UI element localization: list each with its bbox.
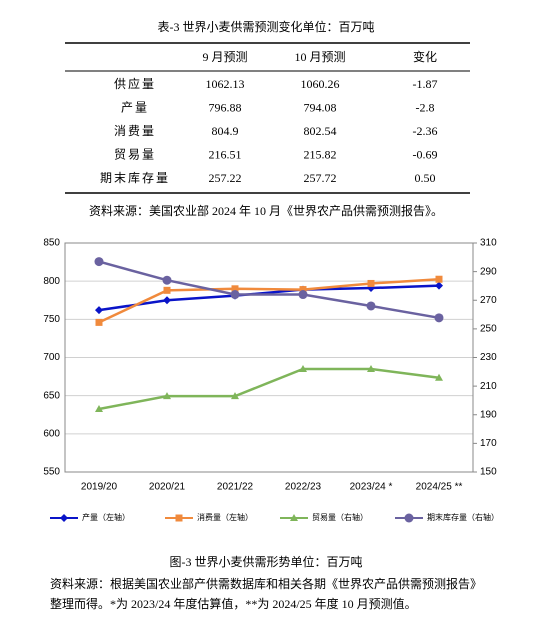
marker xyxy=(94,257,104,267)
marker xyxy=(434,313,444,323)
table-cell: 贸易量 xyxy=(114,147,156,161)
table-cell: -2.8 xyxy=(416,100,435,114)
table-cell: -2.36 xyxy=(413,124,438,138)
table-cell: 产量 xyxy=(121,100,149,114)
y-tick-label: 700 xyxy=(43,352,60,363)
marker xyxy=(95,405,103,413)
marker xyxy=(95,318,103,326)
marker xyxy=(404,513,414,523)
note: 资料来源：根据美国农业部产供需数据库和相关各期《世界农产品供需预测报告》 xyxy=(50,576,482,591)
marker xyxy=(175,514,183,522)
x-tick-label: 2023/24 * xyxy=(350,482,393,493)
y2-tick-label: 250 xyxy=(480,324,497,335)
y2-tick-label: 150 xyxy=(480,467,497,478)
marker xyxy=(435,281,443,290)
marker xyxy=(95,306,103,315)
table-cell: 0.50 xyxy=(415,171,436,185)
series-line xyxy=(98,277,440,324)
marker xyxy=(162,275,172,285)
marker xyxy=(367,279,375,287)
marker xyxy=(367,364,375,372)
x-tick-label: 2019/20 xyxy=(81,482,118,493)
x-tick-label: 2020/21 xyxy=(149,482,186,493)
table-cell: -1.87 xyxy=(413,77,438,91)
marker xyxy=(290,514,298,521)
y2-tick-label: 230 xyxy=(480,352,497,363)
legend-label: 消费量（左轴） xyxy=(197,512,253,522)
y-tick-label: 600 xyxy=(43,428,60,439)
table-cell: 期末库存量 xyxy=(100,170,170,185)
table-header: 变化 xyxy=(413,49,437,64)
y2-tick-label: 190 xyxy=(480,409,497,420)
figure-caption: 图-3 世界小麦供需形势单位：百万吨 xyxy=(170,554,363,569)
table-cell: 供应量 xyxy=(114,76,156,91)
table-cell: 257.22 xyxy=(209,171,242,185)
table-source: 资料来源：美国农业部 2024 年 10 月《世界农产品供需预测报告》。 xyxy=(89,203,443,218)
table-cell: 794.08 xyxy=(304,100,337,114)
table-title: 表-3 世界小麦供需预测变化单位：百万吨 xyxy=(158,19,375,34)
plot-frame xyxy=(64,242,474,473)
table-cell: 796.88 xyxy=(209,100,242,114)
y-tick-label: 800 xyxy=(43,276,60,287)
y-tick-label: 850 xyxy=(43,238,60,249)
marker xyxy=(299,364,307,372)
table-cell: 消费量 xyxy=(114,124,156,138)
series-line xyxy=(98,260,440,320)
note: 整理而得。*为 2023/24 年度估算值，**为 2024/25 年度 10 … xyxy=(50,596,417,611)
marker xyxy=(163,392,171,400)
y-tick-label: 750 xyxy=(43,314,60,325)
legend-label: 产量（左轴） xyxy=(82,512,130,522)
table-cell: 802.54 xyxy=(304,124,337,138)
series-line xyxy=(98,284,440,312)
table-cell: 216.51 xyxy=(209,147,242,161)
y-tick-label: 650 xyxy=(43,390,60,401)
table-cell: 215.82 xyxy=(304,147,337,161)
y-tick-label: 550 xyxy=(43,467,60,478)
y2-tick-label: 270 xyxy=(480,295,497,306)
marker xyxy=(435,373,443,381)
marker xyxy=(231,285,239,293)
legend-label: 贸易量（右轴） xyxy=(312,512,368,522)
x-tick-label: 2022/23 xyxy=(285,482,322,493)
y2-tick-label: 310 xyxy=(480,238,497,249)
y2-tick-label: 210 xyxy=(480,381,497,392)
table-cell: 257.72 xyxy=(304,171,337,185)
table-cell: 1062.13 xyxy=(206,77,245,91)
x-tick-label: 2021/22 xyxy=(217,482,254,493)
y2-tick-label: 290 xyxy=(480,266,497,277)
table-header: 10 月预测 xyxy=(294,50,345,64)
marker xyxy=(231,392,239,400)
chart: 550 600 650 700 750 800 850 150 170 190 210 230 250 2… xyxy=(43,238,497,493)
marker xyxy=(163,286,171,294)
legend: 产量（左轴） 消费量（左轴） 贸易量（右轴） 期末库存量（右轴） xyxy=(50,512,499,523)
table-cell: 804.9 xyxy=(212,124,239,138)
marker xyxy=(366,301,376,311)
table-cell: 1060.26 xyxy=(301,77,340,91)
marker xyxy=(230,290,240,300)
marker xyxy=(298,290,308,300)
legend-label: 期末库存量（右轴） xyxy=(427,512,499,522)
marker xyxy=(299,286,307,294)
y2-tick-label: 170 xyxy=(480,438,497,449)
marker xyxy=(435,275,443,283)
marker xyxy=(163,296,171,305)
x-tick-label: 2024/25 ** xyxy=(416,482,463,493)
marker xyxy=(60,514,68,522)
table-header: 9 月预测 xyxy=(202,50,247,64)
series-line xyxy=(98,367,440,411)
table-cell: -0.69 xyxy=(413,147,438,161)
